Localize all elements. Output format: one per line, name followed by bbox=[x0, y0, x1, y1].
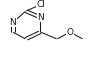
Text: N: N bbox=[37, 13, 44, 22]
Text: N: N bbox=[9, 18, 16, 27]
Text: Cl: Cl bbox=[36, 0, 45, 9]
Text: O: O bbox=[66, 28, 73, 37]
